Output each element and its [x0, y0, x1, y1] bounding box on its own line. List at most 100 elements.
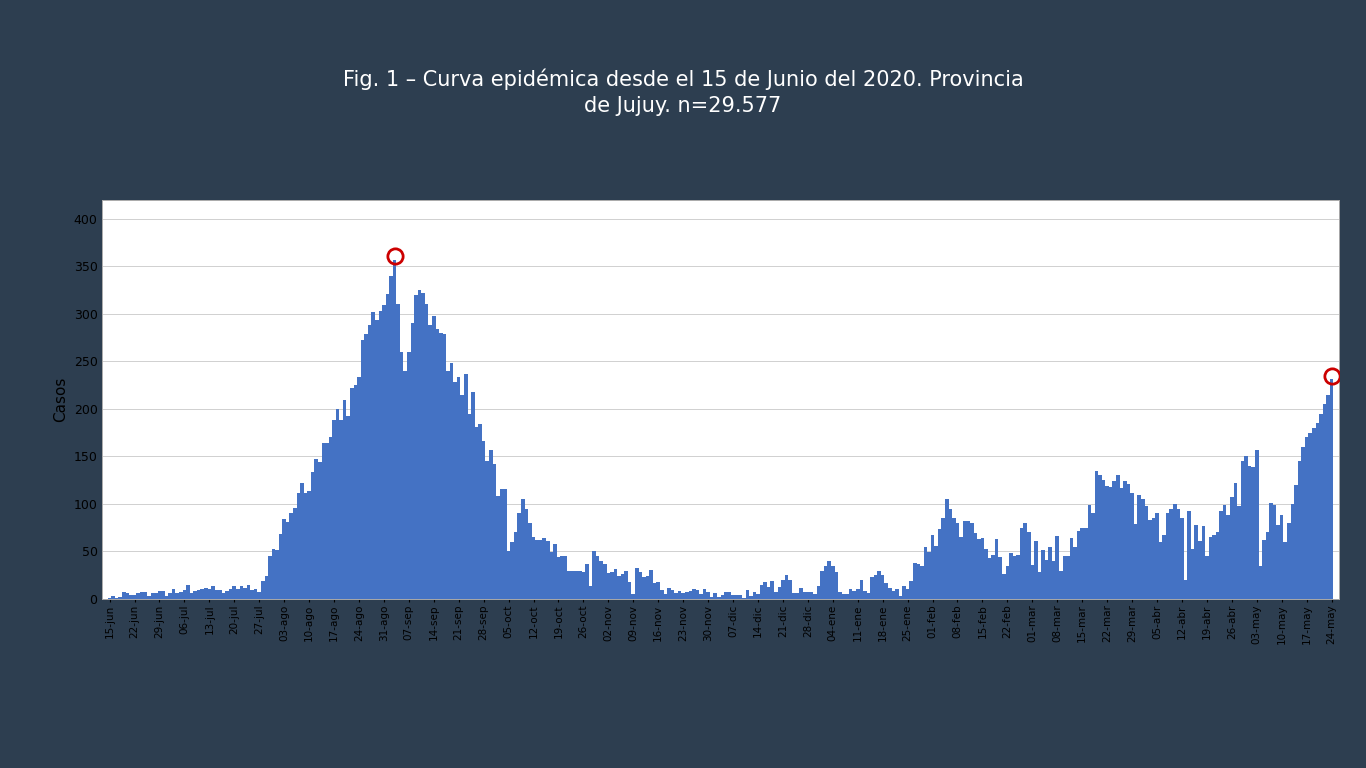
Bar [303, 493, 307, 599]
Bar [1016, 555, 1020, 599]
Bar [197, 590, 201, 599]
Bar [321, 443, 325, 599]
Bar [617, 576, 620, 599]
Bar [1158, 542, 1162, 599]
Bar [941, 518, 945, 599]
Bar [219, 590, 221, 599]
Bar [1041, 550, 1045, 599]
Bar [945, 499, 948, 599]
Bar [400, 352, 403, 599]
Bar [1038, 571, 1041, 599]
Bar [928, 552, 930, 599]
Bar [1105, 485, 1109, 599]
Bar [1152, 518, 1156, 599]
Bar [602, 564, 607, 599]
Bar [243, 588, 247, 599]
Bar [1255, 450, 1258, 599]
Bar [254, 589, 257, 599]
Bar [236, 589, 239, 599]
Bar [739, 594, 742, 599]
Bar [318, 462, 321, 599]
Bar [137, 594, 139, 599]
Bar [464, 374, 467, 599]
Bar [389, 276, 393, 599]
Bar [1085, 528, 1087, 599]
Bar [596, 556, 600, 599]
Bar [393, 260, 396, 599]
Bar [646, 576, 649, 599]
Bar [1302, 447, 1305, 599]
Bar [1326, 395, 1329, 599]
Bar [520, 499, 525, 599]
Bar [378, 311, 382, 599]
Bar [325, 443, 329, 599]
Bar [1180, 518, 1184, 599]
Bar [994, 539, 999, 599]
Bar [835, 572, 839, 599]
Bar [208, 589, 212, 599]
Bar [108, 598, 112, 599]
Bar [1284, 542, 1287, 599]
Bar [1081, 528, 1085, 599]
Bar [1005, 566, 1009, 599]
Bar [275, 550, 279, 599]
Bar [593, 551, 596, 599]
Bar [930, 535, 934, 599]
Bar [817, 587, 821, 599]
Bar [115, 598, 119, 599]
Bar [678, 591, 682, 599]
Bar [724, 592, 728, 599]
Bar [1138, 495, 1141, 599]
Bar [1244, 456, 1247, 599]
Bar [710, 598, 713, 599]
Bar [339, 420, 343, 599]
Bar [112, 596, 115, 599]
Bar [624, 571, 628, 599]
Bar [279, 535, 283, 599]
Bar [682, 593, 684, 599]
Bar [296, 493, 301, 599]
Bar [489, 450, 493, 599]
Bar [1212, 535, 1216, 599]
Bar [272, 548, 275, 599]
Bar [232, 586, 236, 599]
Bar [1123, 482, 1127, 599]
Bar [283, 519, 285, 599]
Bar [966, 521, 970, 599]
Bar [1098, 475, 1102, 599]
Bar [1280, 515, 1284, 599]
Bar [475, 428, 478, 599]
Bar [496, 496, 500, 599]
Bar [575, 571, 578, 599]
Bar [493, 464, 496, 599]
Bar [759, 585, 764, 599]
Bar [396, 304, 400, 599]
Bar [746, 591, 749, 599]
Bar [221, 593, 225, 599]
Bar [529, 523, 531, 599]
Bar [828, 561, 831, 599]
Bar [382, 305, 385, 599]
Bar [542, 538, 546, 599]
Bar [157, 591, 161, 599]
Bar [212, 586, 214, 599]
Bar [454, 382, 458, 599]
Bar [1173, 504, 1176, 599]
Bar [443, 335, 447, 599]
Bar [343, 399, 347, 599]
Bar [717, 598, 721, 599]
Bar [671, 590, 675, 599]
Bar [792, 593, 795, 599]
Bar [372, 312, 376, 599]
Bar [154, 593, 157, 599]
Bar [414, 295, 418, 599]
Bar [449, 362, 454, 599]
Bar [1229, 497, 1233, 599]
Bar [781, 580, 784, 599]
Bar [485, 462, 489, 599]
Bar [365, 334, 367, 599]
Bar [921, 567, 923, 599]
Bar [1048, 547, 1052, 599]
Bar [1156, 513, 1158, 599]
Bar [126, 593, 130, 599]
